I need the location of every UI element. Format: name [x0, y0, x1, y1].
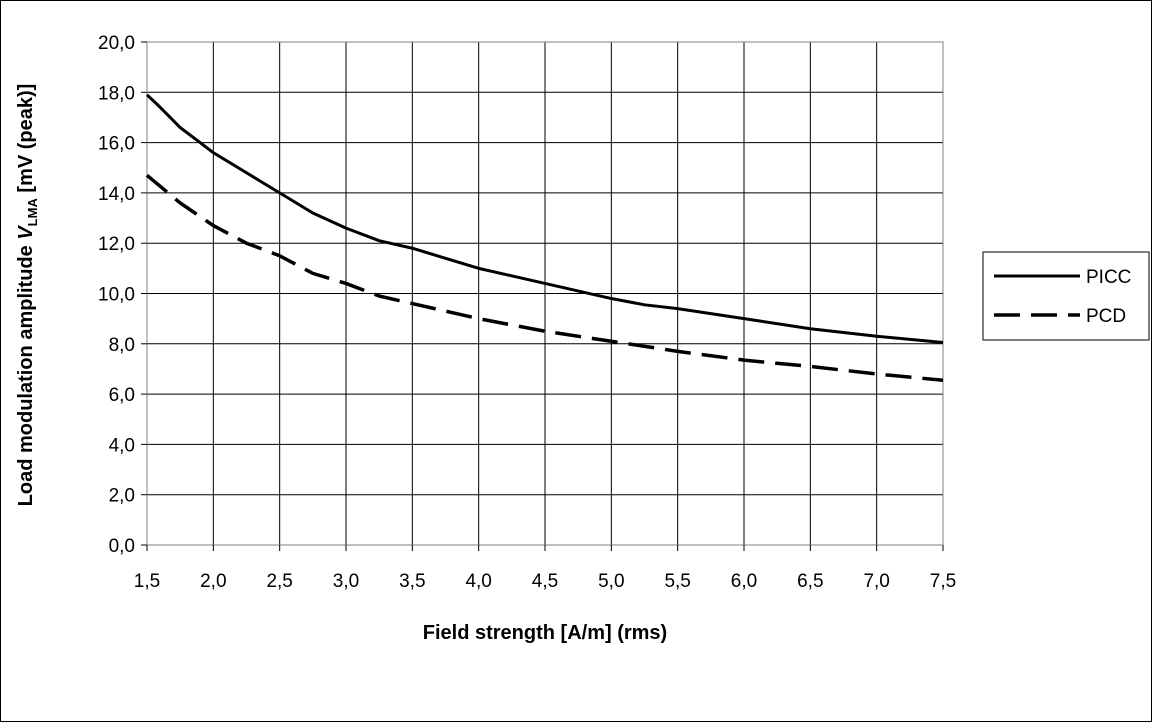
- y-tick-label: 2,0: [109, 486, 135, 507]
- x-tick-label: 7,5: [930, 571, 956, 592]
- x-axis-ticks: 1,5 2,0 2,5 3,0 3,5 4,0 4,5 5,0 5,5 6,0 6,5 7,0 7,5: [134, 545, 956, 592]
- x-tick-label: 4,0: [465, 571, 491, 592]
- x-tick-label: 2,0: [200, 571, 226, 592]
- x-tick-label: 3,5: [399, 571, 425, 592]
- x-tick-label: 5,0: [598, 571, 624, 592]
- y-tick-label: 10,0: [98, 285, 135, 306]
- x-tick-label: 2,5: [266, 571, 292, 592]
- x-tick-label: 4,5: [532, 571, 558, 592]
- y-tick-label: 4,0: [109, 435, 135, 456]
- y-axis-title-variable: V: [15, 225, 37, 240]
- x-tick-label: 1,5: [134, 571, 160, 592]
- y-tick-label: 12,0: [98, 234, 135, 255]
- y-axis-title-suffix: [mV (peak)]: [15, 84, 37, 198]
- y-axis-title-subscript: LMA: [25, 198, 40, 227]
- legend-label-pcd: PCD: [1086, 306, 1126, 327]
- x-axis-title: Field strength [A/m] (rms): [423, 622, 667, 644]
- y-axis-title: Load modulation amplitude VLMA [mV (peak…: [15, 84, 40, 507]
- x-tick-label: 5,5: [664, 571, 690, 592]
- x-tick-label: 6,0: [731, 571, 757, 592]
- y-axis-title-prefix: Load modulation amplitude: [15, 240, 37, 507]
- legend: PICC PCD: [982, 251, 1150, 341]
- series-line-picc: [145, 93, 944, 345]
- y-tick-label: 16,0: [98, 134, 135, 155]
- y-tick-label: 6,0: [109, 385, 135, 406]
- x-tick-label: 3,0: [333, 571, 359, 592]
- series-lines: [145, 93, 944, 383]
- y-tick-label: 14,0: [98, 184, 135, 205]
- y-tick-label: 8,0: [109, 335, 135, 356]
- y-tick-label: 18,0: [98, 83, 135, 104]
- x-tick-label: 6,5: [797, 571, 823, 592]
- x-tick-label: 7,0: [863, 571, 889, 592]
- legend-label-picc: PICC: [1086, 267, 1131, 288]
- y-tick-label: 20,0: [98, 33, 135, 54]
- legend-box: [982, 251, 1150, 341]
- y-axis-ticks: 0,0 2,0 4,0 6,0 8,0 10,0 12,0 14,0 16,0 18,0 20,0: [98, 33, 147, 557]
- series-line-pcd: [145, 173, 944, 383]
- y-tick-label: 0,0: [109, 536, 135, 557]
